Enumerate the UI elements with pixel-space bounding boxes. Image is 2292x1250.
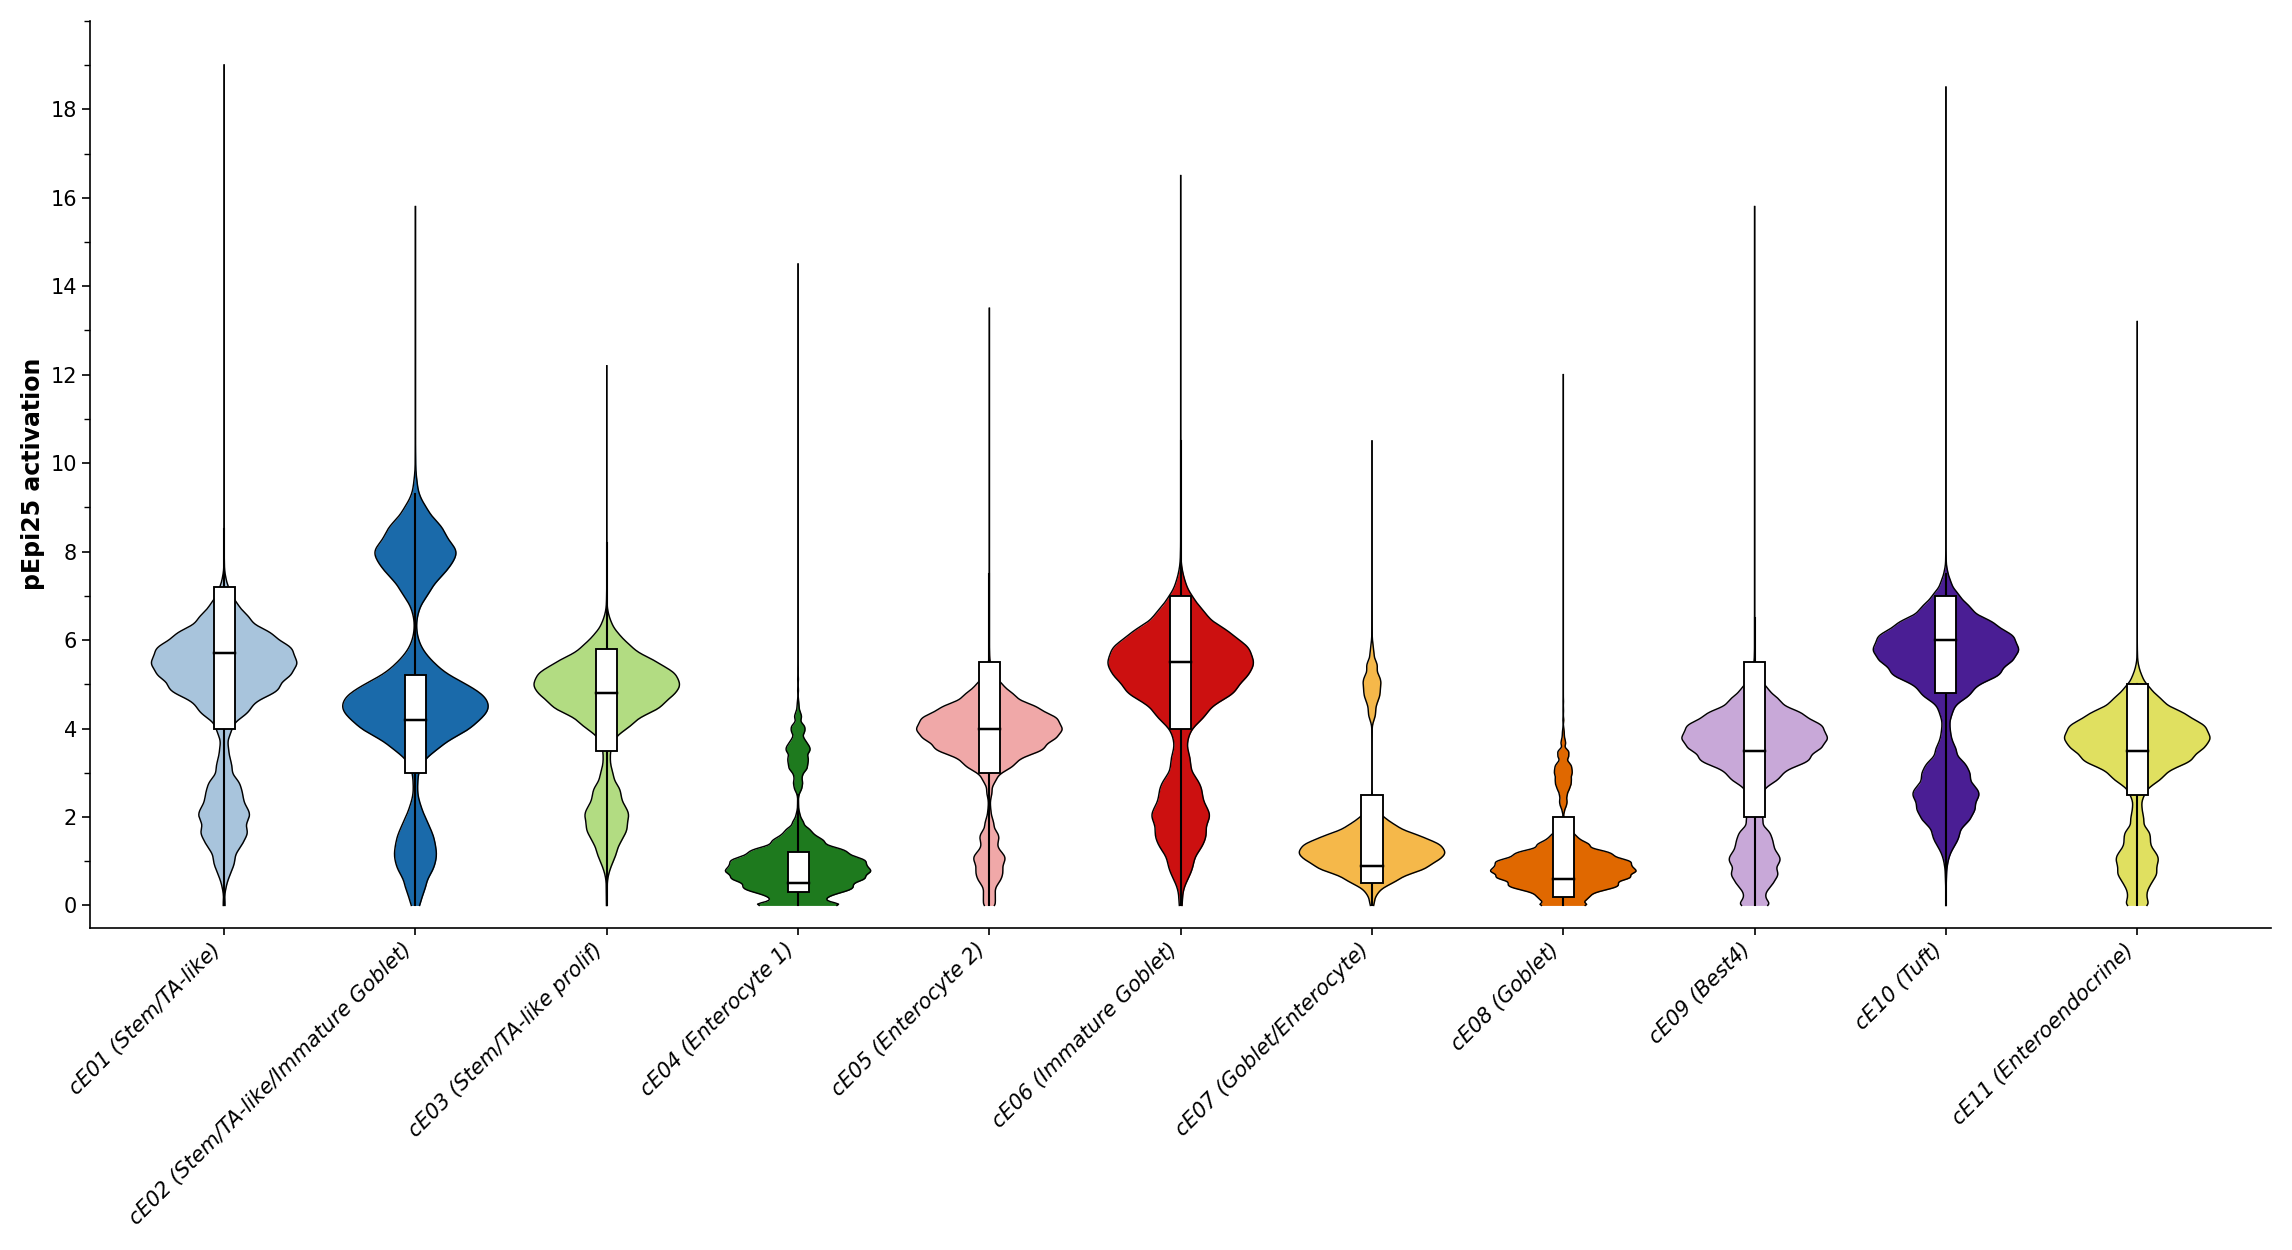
Bar (1744, 662, 1765, 818)
Bar (979, 662, 999, 772)
Bar (1552, 818, 1575, 896)
Bar (1934, 596, 1957, 693)
Bar (1361, 795, 1382, 884)
Bar (788, 853, 809, 892)
Bar (406, 675, 426, 772)
Bar (213, 588, 234, 729)
Bar (2127, 684, 2148, 795)
Bar (596, 649, 617, 750)
Y-axis label: pEpi25 activation: pEpi25 activation (21, 357, 46, 590)
Bar (1171, 596, 1192, 729)
